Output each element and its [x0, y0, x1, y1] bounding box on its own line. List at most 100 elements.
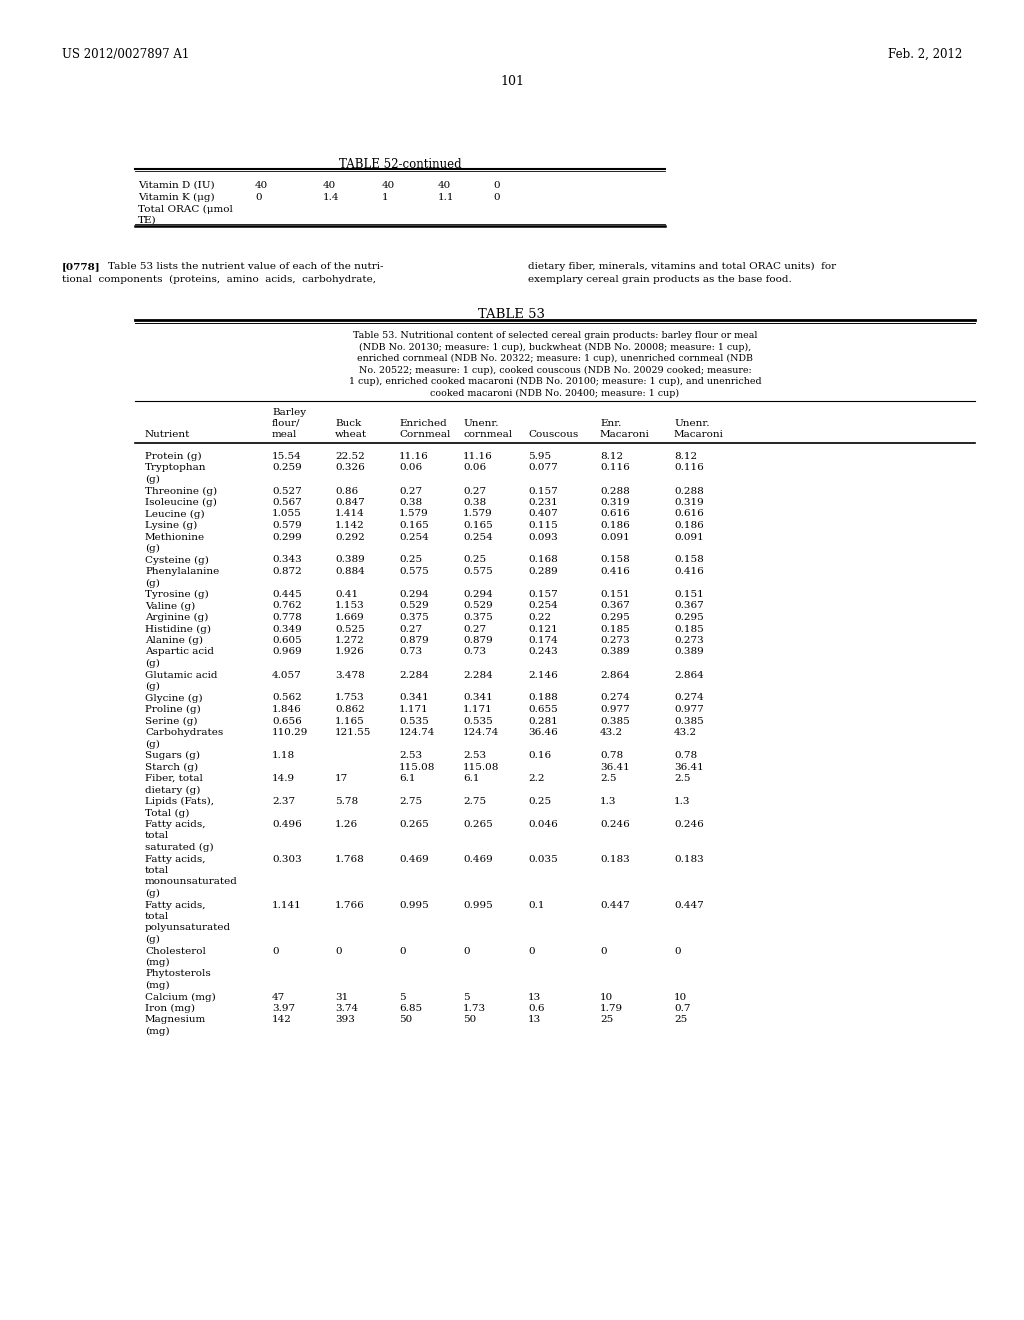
Text: 0.319: 0.319 [674, 498, 703, 507]
Text: 0.274: 0.274 [600, 693, 630, 702]
Text: 0.977: 0.977 [600, 705, 630, 714]
Text: tional  components  (proteins,  amino  acids,  carbohydrate,: tional components (proteins, amino acids… [62, 275, 376, 284]
Text: meal: meal [272, 430, 297, 440]
Text: 0.995: 0.995 [399, 900, 429, 909]
Text: 6.85: 6.85 [399, 1005, 422, 1012]
Text: 0.254: 0.254 [463, 532, 493, 541]
Text: 0: 0 [463, 946, 470, 956]
Text: 0.535: 0.535 [399, 717, 429, 726]
Text: dietary fiber, minerals, vitamins and total ORAC units)  for: dietary fiber, minerals, vitamins and to… [528, 261, 837, 271]
Text: 0.375: 0.375 [463, 612, 493, 622]
Text: 0.529: 0.529 [463, 602, 493, 610]
Text: Protein (g): Protein (g) [145, 451, 202, 461]
Text: 0.185: 0.185 [600, 624, 630, 634]
Text: 0.168: 0.168 [528, 556, 558, 565]
Text: 0.389: 0.389 [674, 648, 703, 656]
Text: wheat: wheat [335, 430, 368, 440]
Text: 0.25: 0.25 [463, 556, 486, 565]
Text: Cysteine (g): Cysteine (g) [145, 556, 209, 565]
Text: 0: 0 [272, 946, 279, 956]
Text: 121.55: 121.55 [335, 729, 372, 737]
Text: 2.864: 2.864 [674, 671, 703, 680]
Text: 0: 0 [493, 181, 500, 190]
Text: 0.035: 0.035 [528, 854, 558, 863]
Text: 0.27: 0.27 [463, 624, 486, 634]
Text: Tryptophan: Tryptophan [145, 463, 207, 473]
Text: 0.367: 0.367 [674, 602, 703, 610]
Text: Fatty acids,: Fatty acids, [145, 900, 206, 909]
Text: 0.165: 0.165 [399, 521, 429, 531]
Text: saturated (g): saturated (g) [145, 843, 214, 853]
Text: enriched cornmeal (NDB No. 20322; measure: 1 cup), unenriched cornmeal (NDB: enriched cornmeal (NDB No. 20322; measur… [357, 354, 753, 363]
Text: 0.093: 0.093 [528, 532, 558, 541]
Text: 1 cup), enriched cooked macaroni (NDB No. 20100; measure: 1 cup), and unenriched: 1 cup), enriched cooked macaroni (NDB No… [349, 378, 761, 387]
Text: 1.753: 1.753 [335, 693, 365, 702]
Text: Methionine: Methionine [145, 532, 205, 541]
Text: 0.447: 0.447 [674, 900, 703, 909]
Text: 0.121: 0.121 [528, 624, 558, 634]
Text: 0.6: 0.6 [528, 1005, 545, 1012]
Text: Glycine (g): Glycine (g) [145, 693, 203, 702]
Text: 2.75: 2.75 [463, 797, 486, 807]
Text: 0.407: 0.407 [528, 510, 558, 519]
Text: Total (g): Total (g) [145, 808, 189, 817]
Text: Couscous: Couscous [528, 430, 579, 440]
Text: cornmeal: cornmeal [463, 430, 512, 440]
Text: 1.579: 1.579 [463, 510, 493, 519]
Text: 0.969: 0.969 [272, 648, 302, 656]
Text: Iron (mg): Iron (mg) [145, 1005, 195, 1014]
Text: Leucine (g): Leucine (g) [145, 510, 205, 519]
Text: 0.186: 0.186 [600, 521, 630, 531]
Text: 6.1: 6.1 [463, 774, 479, 783]
Text: 0: 0 [399, 946, 406, 956]
Text: 1.669: 1.669 [335, 612, 365, 622]
Text: Aspartic acid: Aspartic acid [145, 648, 214, 656]
Text: 0.27: 0.27 [399, 487, 422, 495]
Text: 8.12: 8.12 [600, 451, 624, 461]
Text: Isoleucine (g): Isoleucine (g) [145, 498, 217, 507]
Text: 0.116: 0.116 [674, 463, 703, 473]
Text: (g): (g) [145, 659, 160, 668]
Text: 0.16: 0.16 [528, 751, 551, 760]
Text: 393: 393 [335, 1015, 355, 1024]
Text: 36.41: 36.41 [600, 763, 630, 771]
Text: 0.385: 0.385 [674, 717, 703, 726]
Text: monounsaturated: monounsaturated [145, 878, 238, 887]
Text: 1.1: 1.1 [438, 193, 455, 202]
Text: 0.529: 0.529 [399, 602, 429, 610]
Text: 0.349: 0.349 [272, 624, 302, 634]
Text: 0.116: 0.116 [600, 463, 630, 473]
Text: 1.766: 1.766 [335, 900, 365, 909]
Text: 0.254: 0.254 [528, 602, 558, 610]
Text: 22.52: 22.52 [335, 451, 365, 461]
Text: 0.183: 0.183 [674, 854, 703, 863]
Text: 0.27: 0.27 [399, 624, 422, 634]
Text: 0.091: 0.091 [600, 532, 630, 541]
Text: 0.86: 0.86 [335, 487, 358, 495]
Text: 0.1: 0.1 [528, 900, 545, 909]
Text: 0.246: 0.246 [600, 820, 630, 829]
Text: 15.54: 15.54 [272, 451, 302, 461]
Text: 0.78: 0.78 [600, 751, 624, 760]
Text: 0.22: 0.22 [528, 612, 551, 622]
Text: 0.299: 0.299 [272, 532, 302, 541]
Text: 6.1: 6.1 [399, 774, 416, 783]
Text: No. 20522; measure: 1 cup), cooked couscous (NDB No. 20029 cooked; measure:: No. 20522; measure: 1 cup), cooked cousc… [358, 366, 752, 375]
Text: Vitamin D (IU): Vitamin D (IU) [138, 181, 215, 190]
Text: 0.416: 0.416 [600, 568, 630, 576]
Text: Magnesium: Magnesium [145, 1015, 206, 1024]
Text: Arginine (g): Arginine (g) [145, 612, 208, 622]
Text: 0.326: 0.326 [335, 463, 365, 473]
Text: Table 53. Nutritional content of selected cereal grain products: barley flour or: Table 53. Nutritional content of selecte… [352, 331, 758, 341]
Text: 0: 0 [528, 946, 535, 956]
Text: total: total [145, 832, 169, 841]
Text: 0.165: 0.165 [463, 521, 493, 531]
Text: 0.977: 0.977 [674, 705, 703, 714]
Text: 0.183: 0.183 [600, 854, 630, 863]
Text: 1.26: 1.26 [335, 820, 358, 829]
Text: 0.469: 0.469 [399, 854, 429, 863]
Text: 1.3: 1.3 [674, 797, 690, 807]
Text: Carbohydrates: Carbohydrates [145, 729, 223, 737]
Text: 0.41: 0.41 [335, 590, 358, 599]
Text: 0.535: 0.535 [463, 717, 493, 726]
